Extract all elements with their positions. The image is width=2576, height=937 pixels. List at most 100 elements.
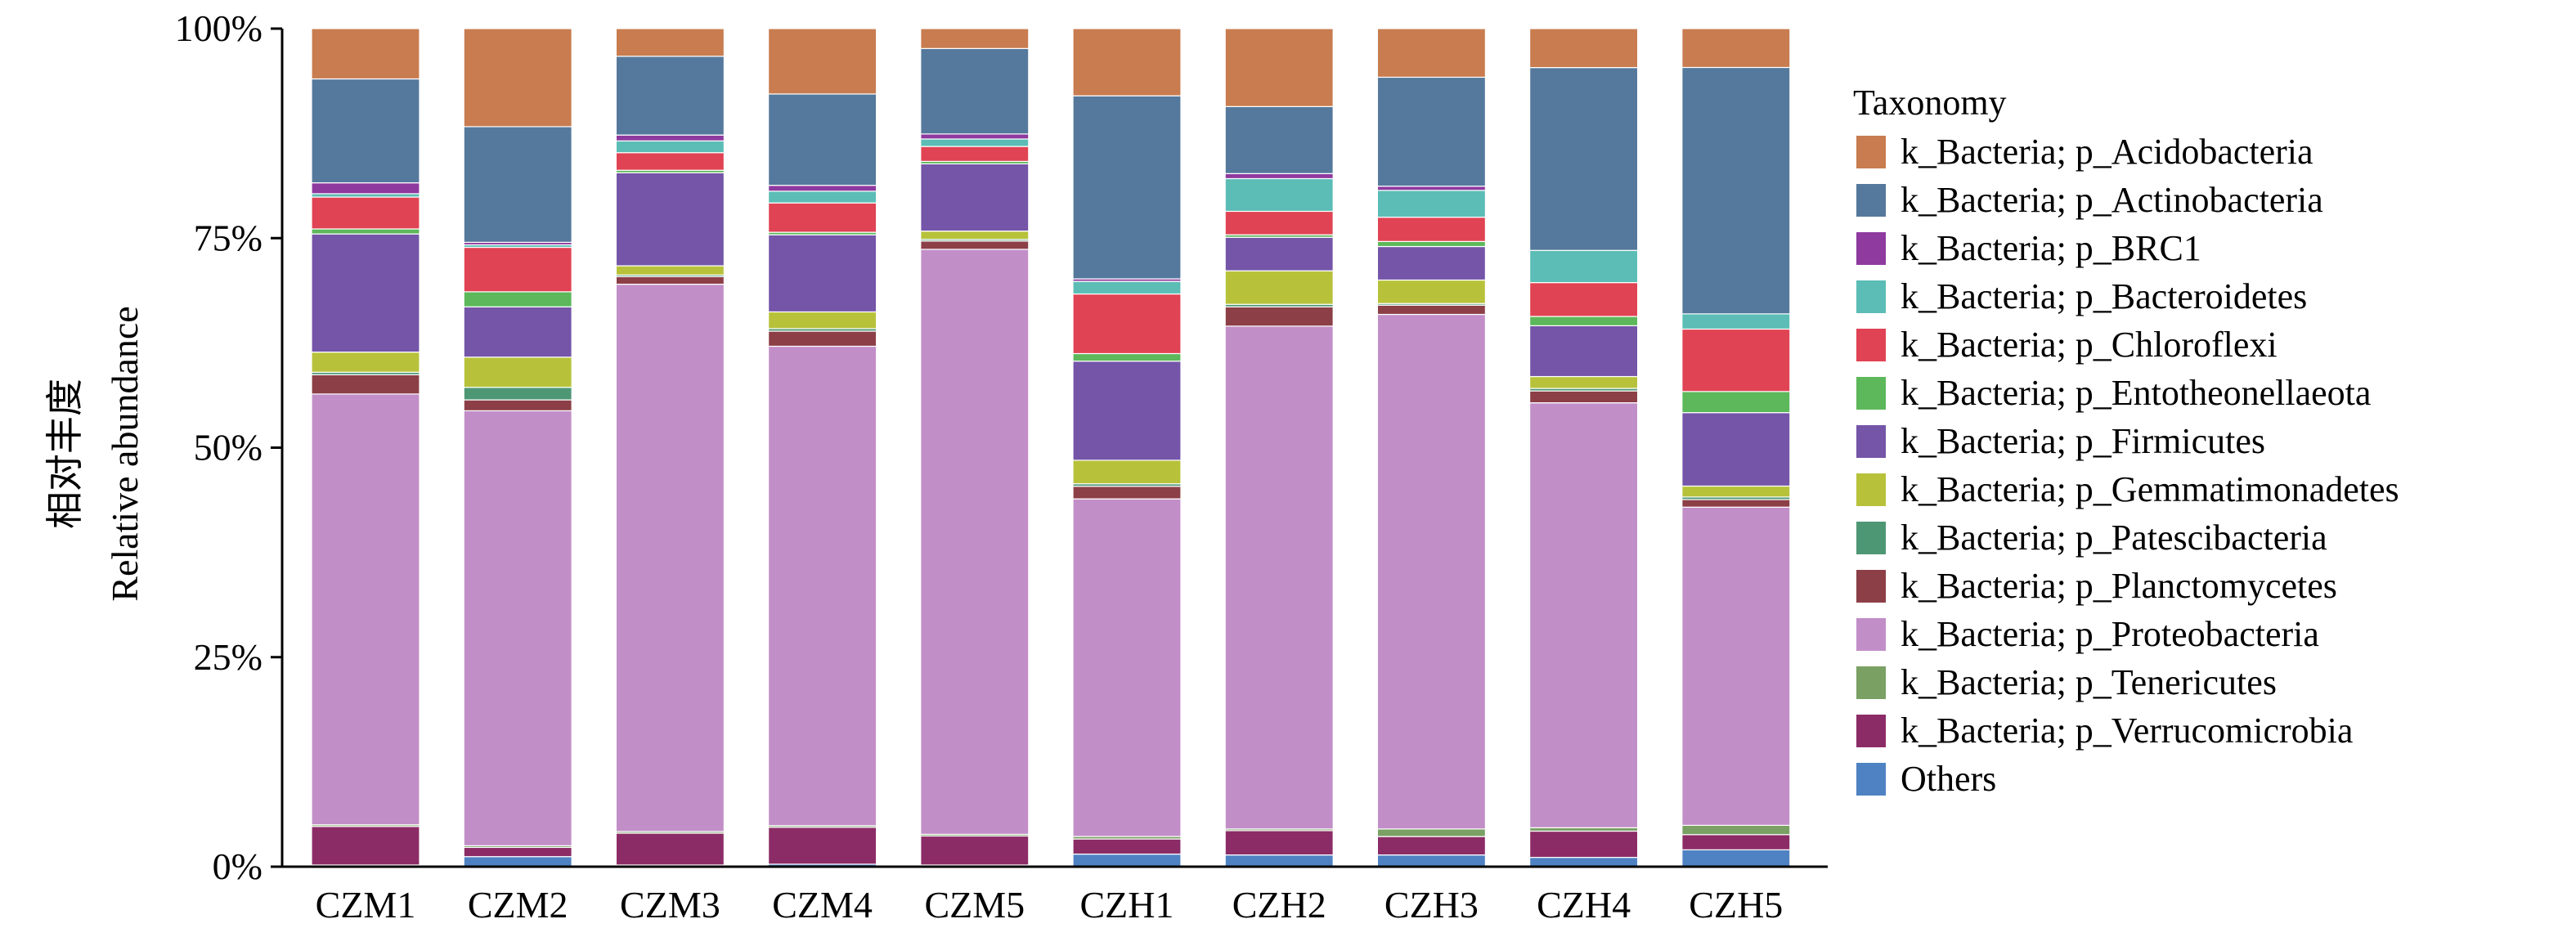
x-tick-label: CZM1 <box>316 884 416 926</box>
legend-label: Others <box>1901 759 1996 799</box>
bar-segment <box>1224 28 1334 107</box>
y-axis-titles: 相对丰度 Relative abundance <box>44 306 146 601</box>
bar-segment <box>1224 306 1334 327</box>
bar-segment <box>311 233 420 353</box>
bar-segment <box>463 28 572 128</box>
bar-segment <box>1681 66 1791 315</box>
bar-segment <box>1528 316 1639 327</box>
bar-segment <box>463 387 572 401</box>
bar-segment <box>615 152 725 171</box>
bar-segment <box>1072 838 1182 855</box>
y-tick-label: 25% <box>194 636 263 678</box>
bar-segment <box>767 345 877 827</box>
legend-label: k_Bacteria; p_Bacteroidetes <box>1901 276 2307 316</box>
y-tick-label: 50% <box>194 427 263 468</box>
legend-label: k_Bacteria; p_Patescibacteria <box>1901 518 2327 558</box>
legend-label: k_Bacteria; p_Firmicutes <box>1901 421 2265 461</box>
bar-segment <box>920 133 1030 140</box>
legend-swatch <box>1856 473 1886 506</box>
bar-segment <box>463 410 572 846</box>
legend-label: k_Bacteria; p_Entotheonellaeota <box>1901 373 2371 413</box>
bar-segment <box>767 827 877 865</box>
y-tick-label: 0% <box>213 845 263 887</box>
bar-segment <box>1376 854 1487 868</box>
bar-segment <box>767 330 877 347</box>
bar-segment <box>463 291 572 307</box>
bar-segment <box>1528 249 1639 284</box>
bar-segment <box>1376 304 1487 316</box>
bar-segment <box>767 234 877 313</box>
x-tick-label: CZH2 <box>1232 884 1326 926</box>
bar-segment <box>1072 352 1182 362</box>
bar-segment <box>1376 836 1487 856</box>
bar-segment <box>767 311 877 330</box>
bar-segment <box>1376 313 1487 830</box>
bar-segment <box>1072 486 1182 500</box>
bar-segment <box>920 138 1030 147</box>
legend-title: Taxonomy <box>1853 83 2007 123</box>
legend-swatch <box>1856 666 1886 699</box>
x-tick-label: CZM5 <box>924 884 1025 926</box>
bar-segment <box>1376 186 1487 191</box>
y-axis-title: Relative abundance <box>104 306 146 601</box>
x-tick-label: CZM4 <box>772 884 873 926</box>
legend-label: k_Bacteria; p_Proteobacteria <box>1901 614 2319 654</box>
bar-segment <box>1224 210 1334 235</box>
bar-segment <box>615 172 725 267</box>
bar-segment <box>311 193 420 198</box>
bar-segment <box>311 28 420 80</box>
bar-segment <box>1528 830 1639 859</box>
bar-segment <box>311 826 420 866</box>
legend-swatch <box>1856 329 1886 361</box>
y-axis-title-cn: 相对丰度 <box>44 379 86 529</box>
legend-label: k_Bacteria; p_BRC1 <box>1901 228 2201 268</box>
bar-segment <box>1528 402 1639 828</box>
legend-label: k_Bacteria; p_Gemmatimonadetes <box>1901 469 2399 509</box>
bar-segment <box>311 182 420 195</box>
bar-segment <box>615 140 725 154</box>
bar-segment <box>1528 325 1639 378</box>
bar-segment <box>1681 506 1791 827</box>
bar-segment <box>311 374 420 395</box>
bar-segment <box>1681 849 1791 868</box>
x-tick-label: CZM3 <box>620 884 720 926</box>
bar-segment <box>1681 824 1791 836</box>
bar-segment <box>1224 105 1334 174</box>
bar-segment <box>920 249 1030 836</box>
bar-segment <box>1072 280 1182 295</box>
y-tick-label: 100% <box>175 7 263 49</box>
legend-swatch <box>1856 570 1886 603</box>
bar-segment <box>311 228 420 235</box>
legend-swatch <box>1856 425 1886 458</box>
bar-segment <box>615 276 725 285</box>
bar-segment <box>615 832 725 866</box>
bar-segment <box>463 399 572 412</box>
bar-segment <box>920 231 1030 240</box>
legend-swatch <box>1856 232 1886 265</box>
bar-segment <box>1681 499 1791 508</box>
legend-label: k_Bacteria; p_Planctomycetes <box>1901 566 2337 606</box>
bar-segment <box>767 191 877 204</box>
bar-segment <box>767 185 877 192</box>
x-tick-label: CZH3 <box>1384 884 1479 926</box>
bar-segment <box>1224 270 1334 305</box>
legend-swatch <box>1856 715 1886 747</box>
bar-segment <box>1072 460 1182 485</box>
x-tick-label: CZH4 <box>1537 884 1631 926</box>
bar-segment <box>920 146 1030 162</box>
bar-segment <box>311 78 420 184</box>
x-tick-label: CZM2 <box>468 884 568 926</box>
bar-segment <box>1376 828 1487 837</box>
bar-segment <box>1681 412 1791 487</box>
bar-segment <box>463 356 572 388</box>
bar-segment <box>463 846 572 858</box>
bar-segment <box>615 28 725 57</box>
bar-segment <box>767 93 877 186</box>
bar-segment <box>920 835 1030 866</box>
x-tick-label: CZH1 <box>1080 884 1174 926</box>
bar-segment <box>1376 217 1487 242</box>
bar-segment <box>1376 190 1487 218</box>
bar-segment <box>311 196 420 230</box>
bar-segment <box>1376 28 1487 78</box>
bar-segment <box>1528 857 1639 868</box>
